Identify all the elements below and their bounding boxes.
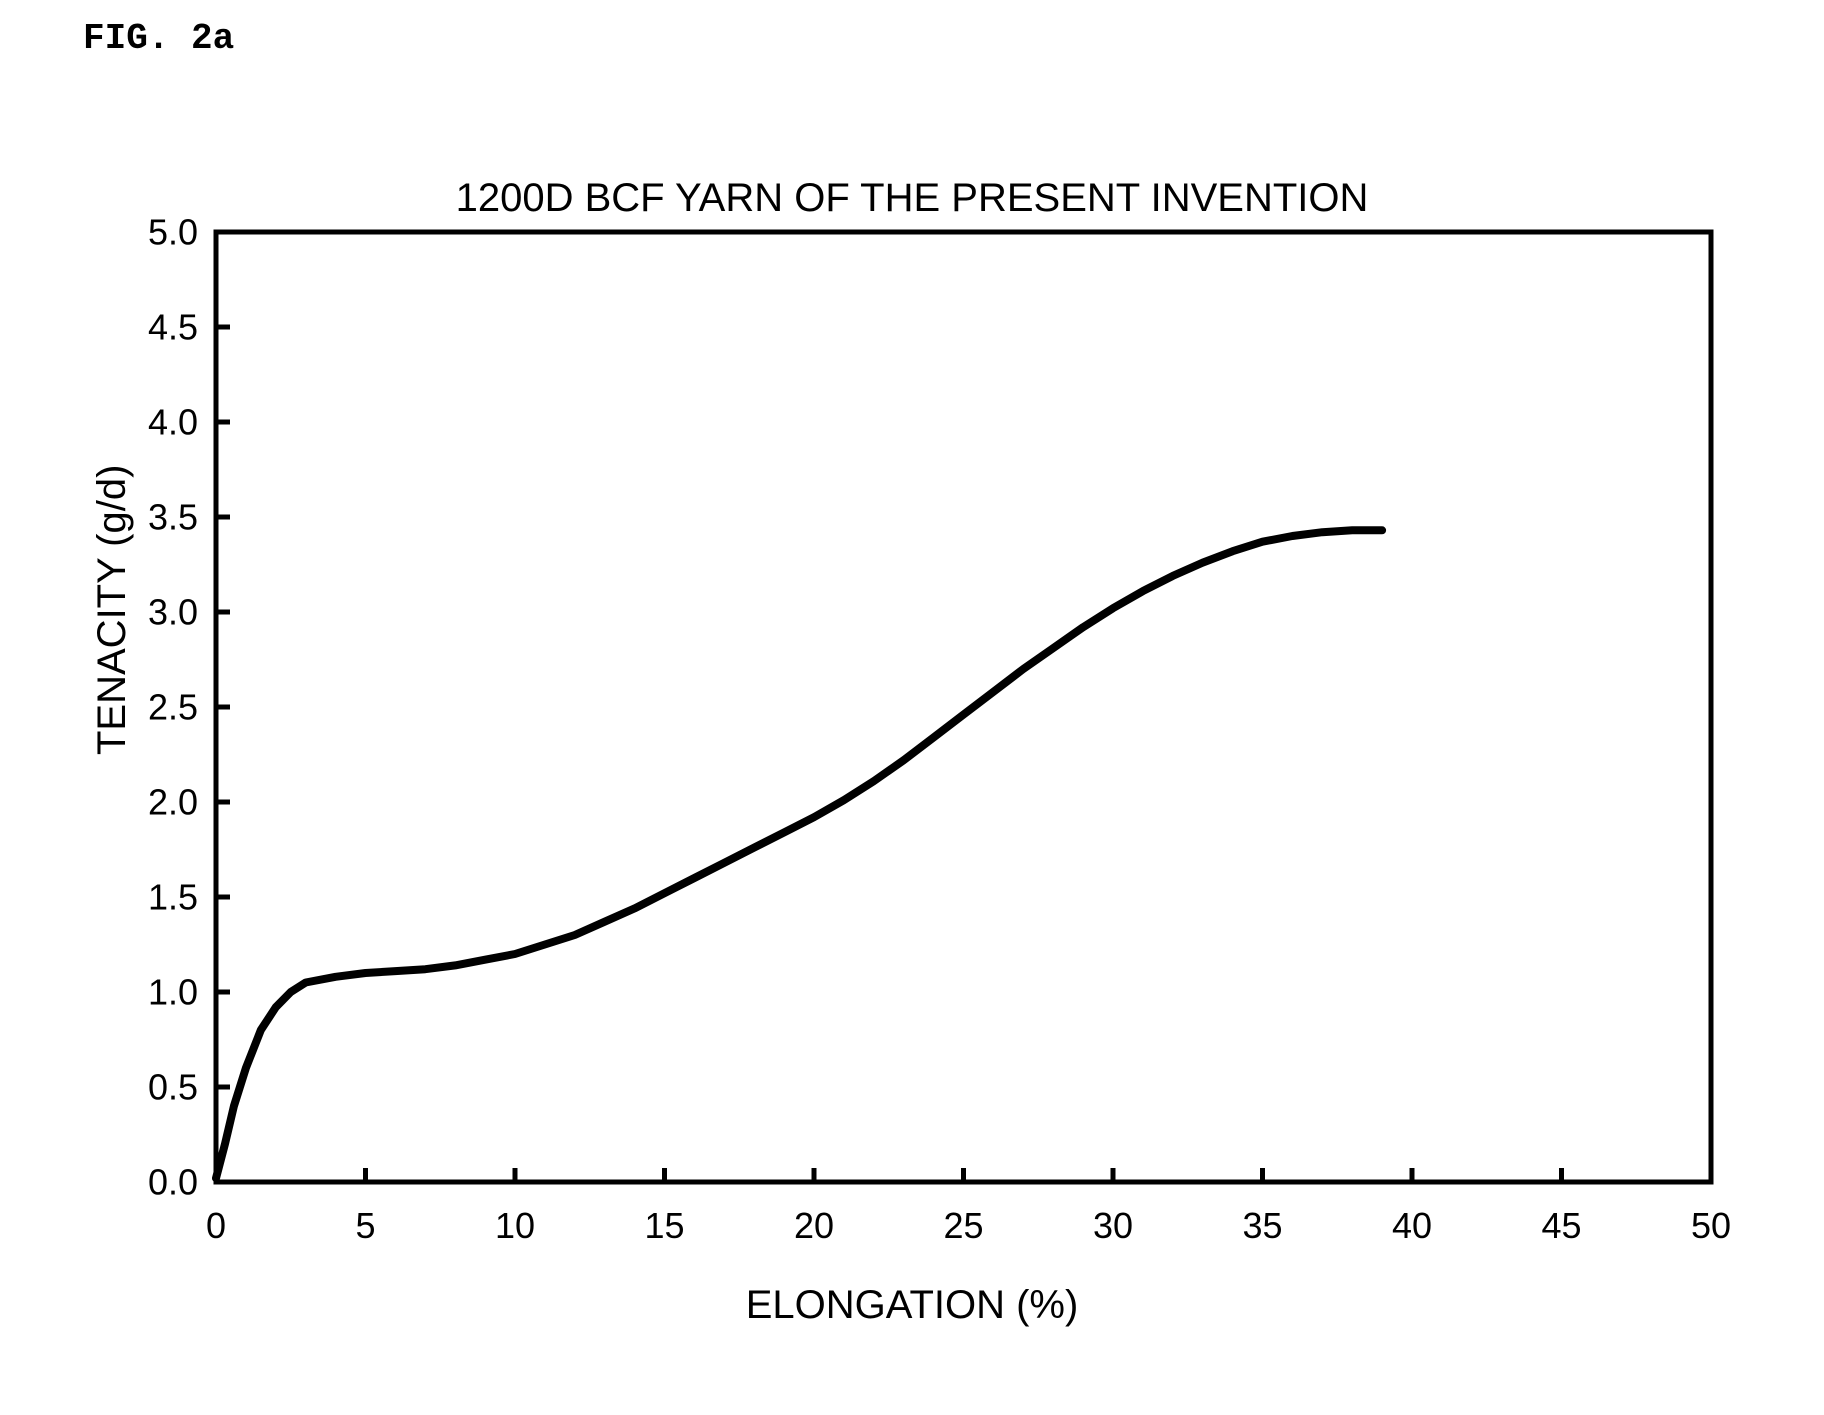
y-tick-label: 3.0 <box>148 592 198 633</box>
x-tick-label: 20 <box>794 1205 834 1246</box>
figure-label: FIG. 2a <box>83 18 234 59</box>
y-tick-label: 1.0 <box>148 972 198 1013</box>
x-tick-label: 0 <box>206 1205 226 1246</box>
y-tick-label: 2.0 <box>148 782 198 823</box>
x-tick-label: 40 <box>1392 1205 1432 1246</box>
x-tick-label: 10 <box>495 1205 535 1246</box>
chart-plot-area: 0 5 10 15 20 25 30 35 40 45 50 0.0 0.5 1.0 1.5 2.0 2.5 3.… <box>106 212 1751 1262</box>
chart-svg: 0 5 10 15 20 25 30 35 40 45 50 0.0 0.5 1.0 1.5 2.0 2.5 3.… <box>106 212 1751 1262</box>
x-tick-label: 35 <box>1242 1205 1282 1246</box>
y-tick-label: 1.5 <box>148 877 198 918</box>
x-tick-label: 25 <box>943 1205 983 1246</box>
y-axis-label: TENACITY (g/d) <box>90 464 135 754</box>
y-tick-label: 2.5 <box>148 687 198 728</box>
x-tick-label: 5 <box>355 1205 375 1246</box>
x-tick-label: 50 <box>1691 1205 1731 1246</box>
page: FIG. 2a 1200D BCF YARN OF THE PRESENT IN… <box>0 0 1824 1415</box>
y-tick-label: 4.5 <box>148 307 198 348</box>
x-tick-label: 30 <box>1093 1205 1133 1246</box>
x-tick-label: 45 <box>1541 1205 1581 1246</box>
y-tick-label: 4.0 <box>148 402 198 443</box>
x-tick-label: 15 <box>644 1205 684 1246</box>
y-tick-label: 5.0 <box>148 212 198 253</box>
y-tick-label: 3.5 <box>148 497 198 538</box>
y-tick-label: 0.0 <box>148 1162 198 1203</box>
y-tick-label: 0.5 <box>148 1067 198 1108</box>
x-axis-label: ELONGATION (%) <box>0 1283 1824 1328</box>
